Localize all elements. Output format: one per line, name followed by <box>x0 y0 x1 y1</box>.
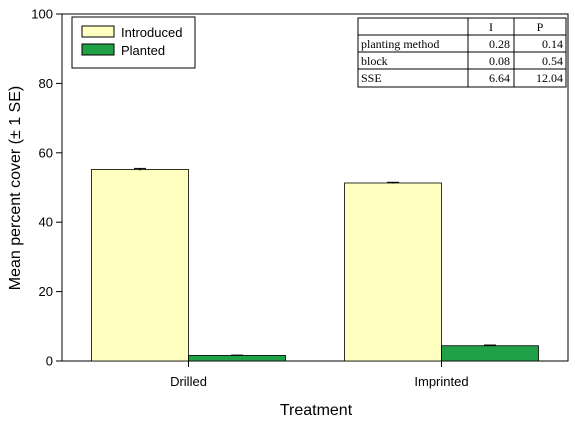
y-axis: 0 20 40 60 80 100 <box>31 7 62 369</box>
stats-header-i: I <box>489 20 493 34</box>
legend-swatch-introduced <box>81 25 115 38</box>
x-tick-label: Drilled <box>170 374 207 389</box>
bar-planted-drilled <box>188 355 286 362</box>
stats-cell: 12.04 <box>536 71 563 85</box>
y-tick-label: 80 <box>39 76 53 91</box>
stats-cell: 0.54 <box>542 54 563 68</box>
stats-header-p: P <box>537 20 544 34</box>
bar-planted-imprinted <box>441 345 539 362</box>
y-tick-label: 20 <box>39 284 53 299</box>
stats-cell: 0.28 <box>489 37 510 51</box>
stats-table: I P planting method 0.28 0.14 block 0.08… <box>357 17 567 88</box>
plot-frame <box>61 13 569 362</box>
x-tick-label: Imprinted <box>414 374 468 389</box>
legend-label-planted: Planted <box>121 43 165 58</box>
x-axis: Drilled Imprinted <box>170 361 469 389</box>
bars <box>91 167 539 362</box>
y-tick-label: 0 <box>46 354 53 369</box>
y-tick-label: 60 <box>39 145 53 160</box>
stats-row-label: block <box>361 54 388 68</box>
legend: Introduced Planted <box>71 16 196 69</box>
stats-cell: 0.14 <box>542 37 563 51</box>
legend-swatch-planted <box>81 43 115 56</box>
stats-cell: 0.08 <box>489 54 510 68</box>
stats-row-label: SSE <box>361 71 382 85</box>
stats-cell: 6.64 <box>489 71 510 85</box>
stats-row-label: planting method <box>361 37 439 51</box>
bar-introduced-imprinted <box>344 182 442 362</box>
legend-label-introduced: Introduced <box>121 25 182 40</box>
bar-introduced-drilled <box>91 169 189 362</box>
x-axis-label: Treatment <box>280 402 353 419</box>
y-axis-label: Mean percent cover (± 1 SE) <box>7 86 24 290</box>
y-tick-label: 40 <box>39 215 53 230</box>
y-tick-label: 100 <box>31 7 53 22</box>
